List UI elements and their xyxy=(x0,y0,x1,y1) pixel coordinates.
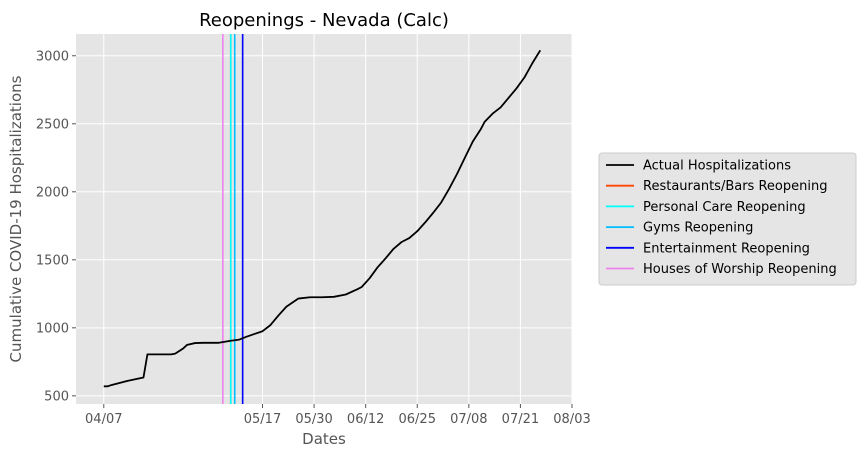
x-axis-ticks: 04/07 05/17 05/30 06/12 06/25 07/08 07/21 08/03 xyxy=(85,404,591,427)
x-tick-label: 04/07 xyxy=(85,412,122,427)
legend-label: Entertainment Reopening xyxy=(643,241,810,256)
y-axis-ticks: 500 1000 1500 2000 2500 3000 xyxy=(36,49,76,404)
x-tick-label: 08/03 xyxy=(553,412,590,427)
y-tick-label: 1000 xyxy=(36,321,69,336)
x-tick-label: 05/17 xyxy=(244,412,281,427)
x-tick-label: 06/25 xyxy=(399,412,436,427)
x-tick-label: 07/08 xyxy=(450,412,487,427)
plot-background xyxy=(76,34,572,404)
y-tick-label: 3000 xyxy=(36,49,69,64)
legend-label: Personal Care Reopening xyxy=(643,200,806,215)
data-series xyxy=(103,49,542,388)
legend-label: Houses of Worship Reopening xyxy=(643,262,837,277)
x-tick-label: 05/30 xyxy=(295,412,332,427)
series-line xyxy=(103,49,542,388)
y-tick-label: 1500 xyxy=(36,253,69,268)
grid xyxy=(76,34,573,404)
legend-label: Restaurants/Bars Reopening xyxy=(643,179,827,194)
y-tick-label: 2000 xyxy=(36,185,69,200)
chart-title: Reopenings - Nevada (Calc) xyxy=(199,10,449,31)
y-axis-label: Cumulative COVID-19 Hospitalizations xyxy=(7,75,25,362)
legend-box xyxy=(598,152,857,286)
x-axis-label: Dates xyxy=(302,430,346,448)
x-tick-label: 07/21 xyxy=(502,412,539,427)
x-tick-label: 06/12 xyxy=(347,412,384,427)
legend-label: Gyms Reopening xyxy=(643,221,753,236)
legend: Actual Hospitalizations Restaurants/Bars … xyxy=(598,152,857,286)
y-tick-label: 2500 xyxy=(36,117,69,132)
y-tick-label: 500 xyxy=(44,389,69,404)
legend-label: Actual Hospitalizations xyxy=(643,159,791,174)
